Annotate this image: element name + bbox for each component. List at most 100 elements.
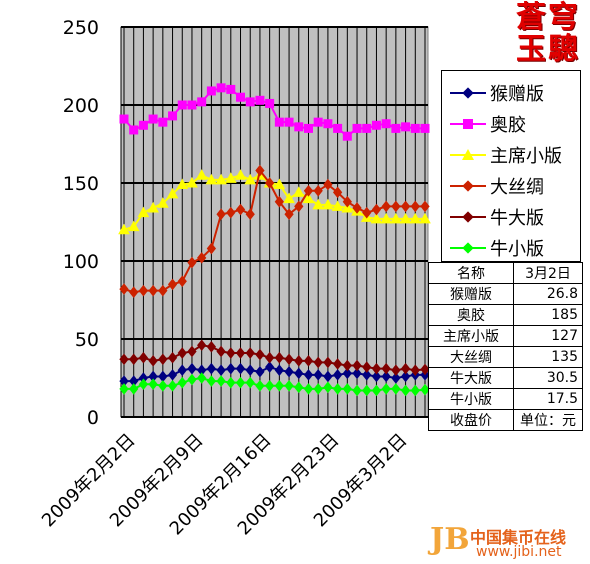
data-point <box>245 364 255 377</box>
data-point <box>303 184 314 197</box>
data-point <box>186 176 198 188</box>
data-point <box>371 362 382 375</box>
legend-item: 猴赠版 <box>442 77 580 107</box>
legend-item: 主席小版 <box>442 139 580 169</box>
brand-logo: 蒼穹 玉驄 <box>516 2 580 66</box>
data-point <box>187 256 197 269</box>
data-point <box>226 206 236 219</box>
table-cell-value: 单位：元 <box>513 409 583 431</box>
data-point <box>294 122 304 132</box>
data-point <box>216 364 226 377</box>
data-point <box>391 123 401 133</box>
table-row: 收盘价 单位：元 <box>428 409 583 431</box>
data-point <box>119 114 129 124</box>
data-point <box>226 347 236 359</box>
data-point <box>342 131 352 141</box>
data-point <box>302 192 315 204</box>
data-point <box>332 383 343 395</box>
data-point <box>119 353 129 366</box>
data-point <box>255 379 265 392</box>
data-point <box>206 242 217 255</box>
data-point <box>294 200 304 213</box>
data-point <box>362 206 372 219</box>
data-point <box>138 284 149 297</box>
brand-line-1: 蒼穹 <box>516 0 580 35</box>
data-point <box>312 198 325 210</box>
data-point <box>323 381 333 394</box>
data-point <box>381 200 391 213</box>
series-5 <box>119 372 430 397</box>
data-point <box>381 370 391 383</box>
data-point <box>292 186 305 197</box>
data-point <box>187 362 197 375</box>
data-point <box>313 356 323 369</box>
data-point <box>342 383 352 395</box>
data-point <box>303 355 314 367</box>
data-point <box>216 345 226 358</box>
table-cell-name: 牛小版 <box>428 388 514 410</box>
data-point <box>244 173 257 185</box>
table-cell-value: 30.5 <box>513 367 583 389</box>
y-tick-label: 50 <box>75 329 99 351</box>
data-point <box>187 373 197 386</box>
data-point <box>138 378 149 391</box>
data-point <box>313 184 323 197</box>
data-point <box>158 117 168 127</box>
data-point <box>255 95 265 105</box>
data-point <box>400 384 411 397</box>
data-point <box>235 362 246 375</box>
data-point <box>127 220 140 232</box>
legend-item: 奥胶 <box>442 108 580 138</box>
data-point <box>352 202 362 214</box>
table-cell-value: 127 <box>513 325 583 347</box>
data-point <box>274 195 284 208</box>
data-point <box>168 111 178 121</box>
data-point <box>245 208 255 221</box>
data-point <box>391 200 401 213</box>
table-cell-name: 名称 <box>428 262 514 284</box>
legend-label: 奥胶 <box>490 115 526 136</box>
series-4 <box>119 339 430 377</box>
data-point <box>342 195 352 208</box>
data-point <box>195 169 208 180</box>
data-point <box>129 125 139 135</box>
data-point <box>206 86 216 96</box>
data-point <box>352 359 362 372</box>
data-point <box>390 212 402 224</box>
table-cell-value: 17.5 <box>513 388 583 410</box>
data-point <box>265 379 275 392</box>
y-axis-labels: 0 50 100 150 200 250 <box>63 17 99 429</box>
data-point <box>197 97 207 107</box>
table-cell-value: 26.8 <box>513 283 583 305</box>
data-point <box>381 383 391 395</box>
data-point <box>205 173 218 185</box>
legend-item: 牛大版 <box>442 201 580 231</box>
data-point <box>410 364 420 377</box>
data-point <box>197 372 207 384</box>
legend-label: 牛大版 <box>490 208 544 229</box>
data-point <box>284 379 294 392</box>
data-point <box>342 359 352 372</box>
data-point <box>167 379 178 392</box>
data-point <box>342 367 352 380</box>
data-point <box>323 356 333 369</box>
data-point <box>420 383 430 396</box>
data-point <box>332 358 343 370</box>
data-point <box>294 381 304 394</box>
table-row: 猴赠版 26.8 <box>428 283 583 305</box>
data-point <box>235 347 246 359</box>
data-point <box>313 117 323 127</box>
data-point <box>148 355 158 367</box>
data-point <box>235 376 246 389</box>
data-point <box>158 353 168 366</box>
data-point <box>167 351 178 364</box>
data-point <box>322 198 334 210</box>
data-point <box>245 376 255 389</box>
data-point <box>352 367 362 380</box>
data-point <box>177 347 187 359</box>
data-point <box>323 370 333 383</box>
data-point <box>400 200 411 213</box>
watermark-url: www.jibi.net <box>476 544 562 560</box>
data-point <box>303 123 313 133</box>
